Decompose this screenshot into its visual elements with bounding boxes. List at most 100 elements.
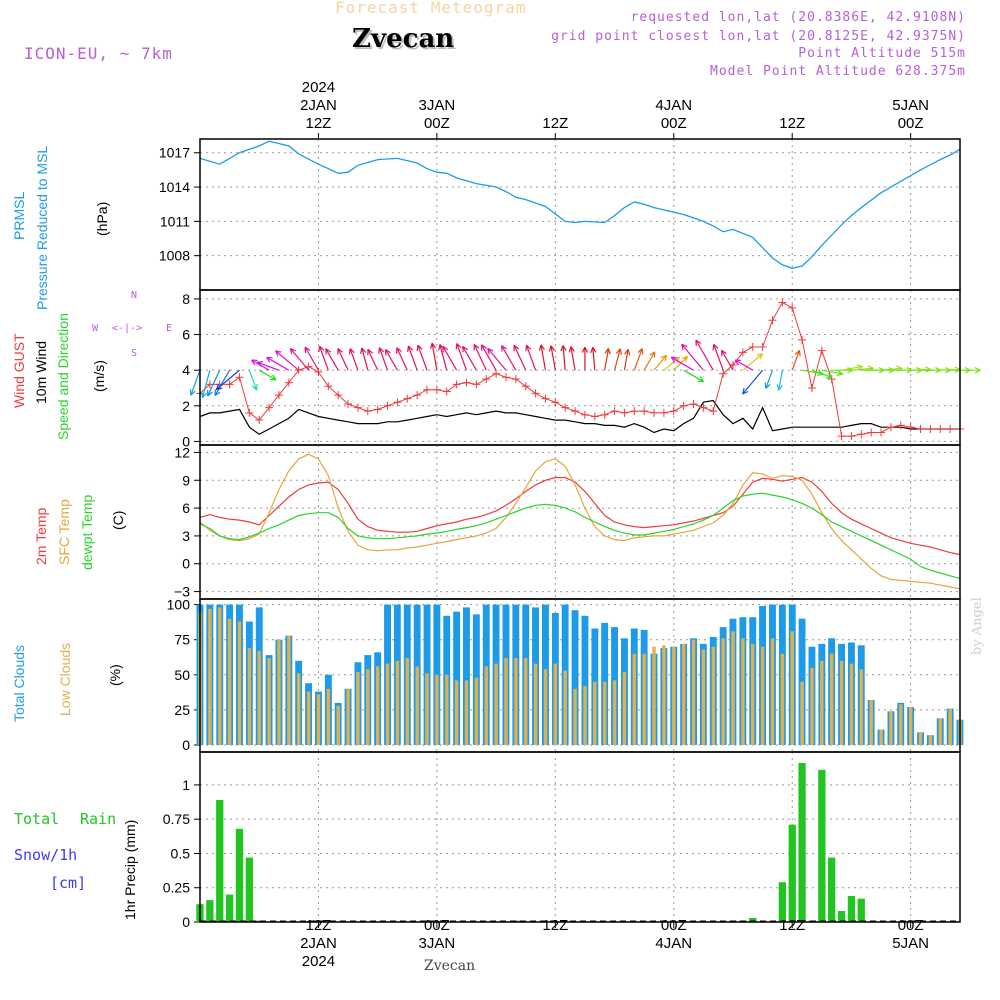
wind-arrow-head [200, 391, 207, 398]
wind-arrow-head [416, 344, 423, 352]
wind-arrow-head [304, 346, 311, 354]
bar-low-cloud [830, 653, 834, 745]
bar-low-cloud [573, 688, 577, 745]
gust-marker [561, 403, 570, 412]
gust-marker [442, 387, 451, 396]
gust-marker [620, 408, 629, 417]
gust-marker [432, 385, 441, 394]
bar-low-cloud [247, 648, 252, 745]
panel-1: 1008 1011 1014 1017 [159, 138, 961, 291]
gust-marker [571, 407, 580, 416]
bar-rain [798, 763, 806, 922]
wind-arrow [337, 348, 349, 371]
wind-arrow [562, 345, 566, 371]
wind-arrow [384, 349, 398, 371]
wind-arrow [604, 348, 610, 371]
bottom-hour-label: 00Z [661, 917, 687, 934]
wind-arrow [439, 344, 448, 371]
gust-marker [324, 382, 333, 391]
wind-arrow-head [266, 356, 273, 363]
ytick-label: 50 [174, 667, 190, 683]
top-day-label: 5JAN [892, 97, 929, 114]
gust-marker [738, 348, 747, 357]
ytick-label: 0 [182, 914, 190, 930]
bar-total-cloud [453, 611, 461, 745]
bar-low-cloud [524, 658, 528, 745]
bar-total-cloud [571, 610, 579, 745]
panel-4: 0 25 50 75 100 [167, 597, 964, 753]
gust-marker [877, 428, 886, 437]
top-hour-label: 00Z [424, 115, 450, 132]
bar-low-cloud [267, 658, 271, 745]
panel-frame [199, 751, 961, 923]
p3-label-sfc: SFC Temp [56, 499, 72, 565]
bar-low-cloud [326, 688, 330, 745]
gust-marker [501, 373, 510, 382]
bar-low-cloud [820, 660, 824, 745]
ytick-label: 4 [182, 362, 190, 378]
wind-arrow [742, 369, 764, 395]
wind-arrow-head [590, 346, 597, 354]
gust-marker [709, 407, 718, 416]
wind-arrow [304, 346, 319, 371]
gust-marker [600, 410, 609, 419]
bottom-year-label: 2024 [302, 953, 335, 970]
wind-arrow-head [764, 382, 771, 389]
bar-low-cloud [297, 673, 301, 745]
wind-arrow [765, 369, 774, 389]
wind-arrow [791, 350, 801, 371]
wind-arrow [318, 345, 329, 371]
wind-arrow [275, 350, 300, 371]
wind-arrow-head [756, 353, 764, 360]
bar-rain [828, 857, 836, 922]
bar-low-cloud [780, 653, 785, 745]
bar-low-cloud [583, 686, 587, 745]
bar-low-cloud [464, 680, 469, 745]
grid-point-location: grid point closest lon,lat (20.8125E, 42… [551, 29, 966, 44]
wind-arrow [670, 356, 694, 371]
wind-arrow [480, 344, 497, 371]
bar-low-cloud [909, 707, 913, 745]
wind-arrow-head [825, 372, 833, 379]
gust-marker [255, 416, 264, 425]
gust-marker [689, 400, 698, 409]
ytick-label: 8 [182, 291, 190, 307]
gust-marker [886, 423, 895, 432]
bar-low-cloud [445, 674, 449, 745]
wind-arrow [742, 353, 763, 371]
wind-arrow [681, 343, 704, 371]
wind-arrow-head [269, 374, 277, 381]
wind-arrow [325, 348, 339, 371]
p3-unit: (C) [110, 511, 126, 530]
bar-low-cloud [603, 681, 607, 745]
wind-arrow-head [378, 347, 385, 354]
bar-total-cloud [581, 615, 589, 745]
bar-low-cloud [385, 663, 390, 745]
bar-low-cloud [514, 658, 518, 745]
gust-marker [669, 407, 678, 416]
bottom-day-label: 4JAN [655, 935, 692, 952]
wind-arrow [713, 344, 724, 371]
series-wind-gust [199, 301, 960, 437]
p5-unit: 1hr Precip (mm) [122, 820, 138, 920]
p2-unit: (m/s) [91, 360, 107, 392]
wind-arrow-head [455, 343, 462, 350]
bottom-day-label: 2JAN [300, 935, 337, 952]
gust-marker [462, 378, 471, 387]
bar-low-cloud [741, 638, 745, 745]
gust-marker [817, 346, 826, 355]
wind-arrow [214, 369, 231, 396]
wind-arrow [473, 344, 487, 371]
gust-marker [916, 424, 925, 433]
bar-rain [847, 896, 856, 922]
wind-arrow-head [538, 344, 545, 351]
ytick-label: 0 [182, 556, 190, 572]
wind-arrow [207, 369, 221, 397]
wind-arrow-head [649, 351, 656, 358]
wind-arrow [462, 346, 477, 371]
gust-marker [472, 380, 481, 389]
ytick-label: 75 [174, 632, 190, 648]
wind-arrow-head [525, 344, 532, 352]
wind-arrow-head [442, 345, 449, 353]
bar-low-cloud [494, 663, 498, 745]
